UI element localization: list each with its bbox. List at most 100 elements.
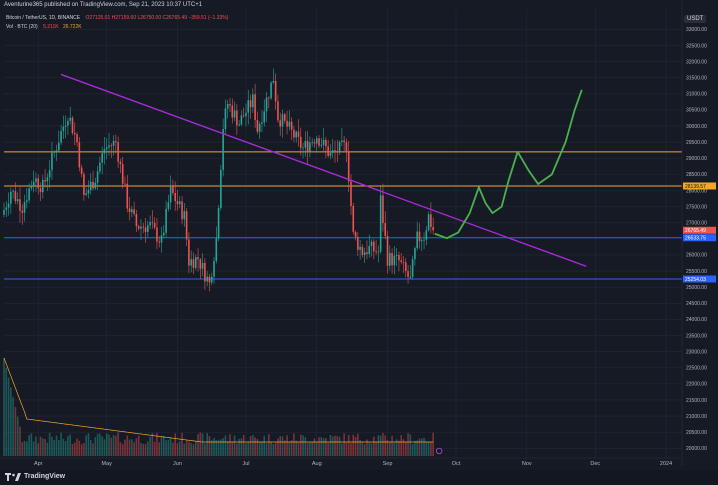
candle-body (352, 205, 355, 232)
volume-bar (55, 435, 58, 456)
price-tick-label: 27500.00 (686, 204, 707, 210)
candle-body (14, 191, 17, 202)
volume-bar (144, 443, 147, 456)
candle-body (158, 241, 161, 243)
price-level-tag (683, 234, 716, 242)
price-chart[interactable]: 33000.00 32500.00 32000.00 31500.00 31000.00… (0, 0, 718, 470)
candle-body (92, 181, 94, 189)
currency-button[interactable]: USDT (684, 15, 707, 23)
candle-body (101, 153, 103, 163)
volume-bar (135, 438, 138, 456)
volume-title[interactable]: Vol · BTC (20) (6, 24, 38, 30)
candle-body (194, 257, 197, 268)
candle-body (386, 235, 389, 266)
candle-body (236, 110, 238, 126)
time-tick-label: Nov (522, 461, 532, 467)
candle-body (96, 171, 99, 183)
tradingview-logo-icon[interactable] (5, 473, 21, 481)
candle-body (224, 108, 227, 130)
volume-bar (67, 436, 69, 456)
candle-body (325, 139, 327, 147)
candle-body (208, 276, 211, 283)
volume-bar (336, 435, 339, 456)
volume-bar (254, 437, 256, 456)
price-tick-label: 21500.00 (686, 398, 707, 404)
candle-body (87, 189, 90, 194)
candle-body (124, 183, 126, 185)
candle-body (256, 120, 259, 132)
volume-bar (233, 435, 236, 456)
candle-body (368, 245, 371, 254)
volume-bar (140, 443, 142, 456)
volume-bar (197, 433, 199, 456)
volume-bar (311, 442, 313, 456)
candle-body (178, 201, 181, 205)
volume-bar (174, 433, 177, 456)
volume-bar (215, 440, 218, 456)
volume-bar (156, 432, 158, 456)
candle-body (192, 259, 195, 268)
candle-body (350, 181, 352, 206)
candle-body (30, 185, 33, 189)
chart-grid (4, 10, 682, 458)
volume-bar (30, 433, 33, 456)
candle-body (420, 240, 423, 242)
volume-bar (224, 435, 227, 456)
volume-bar (183, 443, 186, 456)
symbol-title[interactable]: Bitcoin / TetherUS, 1D, BINANCE (6, 15, 81, 21)
volume-bar (268, 434, 270, 456)
candle-body (331, 150, 334, 153)
volume-bar (133, 442, 135, 456)
volume-bar (379, 435, 382, 456)
candle-body (261, 122, 263, 124)
candle-body (204, 262, 206, 282)
volume-bar (108, 434, 110, 456)
volume-bar (5, 367, 8, 456)
candle-body (181, 201, 183, 220)
candle-body (343, 140, 345, 143)
volume-bar (158, 442, 161, 456)
volume-bar (69, 434, 72, 456)
price-tick-label: 25000.00 (686, 285, 707, 291)
volume-bar (236, 443, 238, 456)
volume-bars (3, 357, 434, 456)
volume-bar (121, 443, 124, 456)
candle-body (354, 231, 357, 237)
candle-body (190, 259, 192, 266)
candle-body (76, 134, 78, 143)
candle-body (222, 129, 224, 170)
price-tick-label: 26000.00 (686, 253, 707, 259)
volume-bar (382, 432, 384, 456)
price-tick-label: 22000.00 (686, 382, 707, 388)
price-tick-label: 24000.00 (686, 317, 707, 323)
candle-body (21, 210, 24, 213)
volume-bar (320, 437, 323, 456)
price-tick-label: 33000.00 (686, 27, 707, 33)
volume-bar (222, 438, 224, 456)
candle-body (69, 117, 72, 121)
candle-body (10, 191, 12, 204)
candle-body (89, 181, 92, 190)
volume-bar (388, 442, 391, 456)
volume-bar (400, 435, 403, 456)
volume-bar (322, 438, 325, 456)
volume-bar (283, 440, 286, 456)
candle-body (83, 173, 85, 195)
candle-body (357, 236, 359, 250)
candle-body (295, 131, 298, 138)
volume-bar (10, 387, 12, 456)
time-tick-label: Oct (452, 461, 461, 467)
symbol-legend: Bitcoin / TetherUS, 1D, BINANCE O27125.0… (6, 15, 231, 21)
tradingview-brand[interactable]: TradingView (24, 473, 66, 480)
volume-bar (345, 442, 348, 456)
price-tick-label: 28500.00 (686, 172, 707, 178)
candle-body (347, 151, 350, 182)
candle-body (249, 100, 252, 108)
candle-body (382, 195, 384, 224)
price-tick-label: 20000.00 (686, 446, 707, 452)
candle-body (147, 225, 149, 232)
candle-body (409, 276, 412, 278)
volume-bar (185, 440, 188, 456)
volume-bar (176, 443, 179, 456)
candle-body (162, 232, 165, 236)
